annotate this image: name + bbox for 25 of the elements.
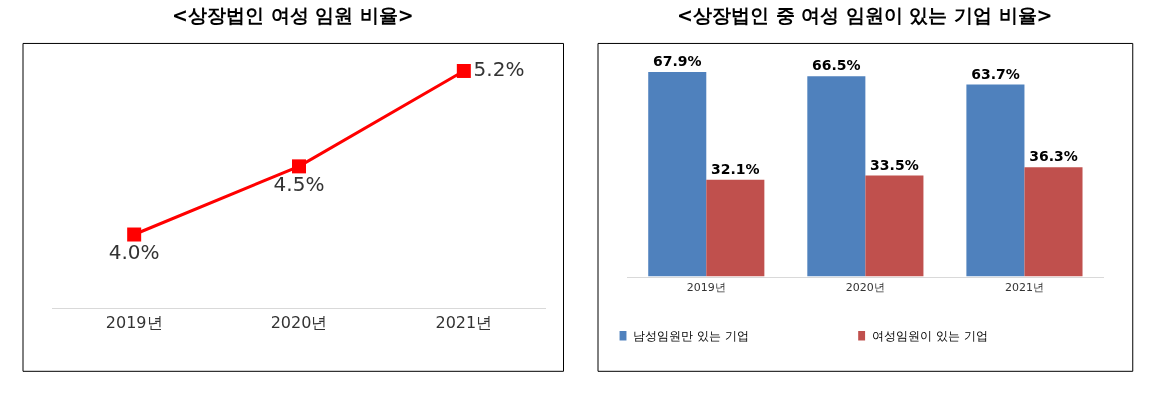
data-label: 32.1% xyxy=(711,160,760,177)
bar xyxy=(966,84,1025,277)
data-label: 66.5% xyxy=(812,57,861,74)
bar xyxy=(706,179,765,277)
chart-title: <상장법인 여성 임원 비율> xyxy=(172,4,414,26)
data-label: 67.9% xyxy=(652,52,702,69)
bar xyxy=(648,71,707,277)
bar xyxy=(865,175,924,277)
bar xyxy=(807,76,866,277)
x-tick-label: 2019년 xyxy=(105,313,163,333)
x-tick-label: 2020년 xyxy=(270,313,328,333)
bar xyxy=(1024,167,1083,277)
data-label: 5.2% xyxy=(473,56,525,81)
data-label: 4.5% xyxy=(273,172,325,197)
data-label: 63.7% xyxy=(971,65,1020,82)
data-label: 36.3% xyxy=(1029,148,1078,165)
data-label: 4.0% xyxy=(108,240,160,265)
x-tick-label: 2020년 xyxy=(845,280,885,294)
legend-label: 여성임원이 있는 기업 xyxy=(872,329,988,343)
x-tick-label: 2021년 xyxy=(435,313,493,333)
x-tick-label: 2021년 xyxy=(1004,280,1044,294)
x-tick-label: 2019년 xyxy=(686,280,726,294)
chart-title: <상장법인 중 여성 임원이 있는 기업 비율> xyxy=(677,4,1053,26)
data-label: 33.5% xyxy=(870,156,919,173)
legend-label: 남성임원만 있는 기업 xyxy=(633,329,749,343)
